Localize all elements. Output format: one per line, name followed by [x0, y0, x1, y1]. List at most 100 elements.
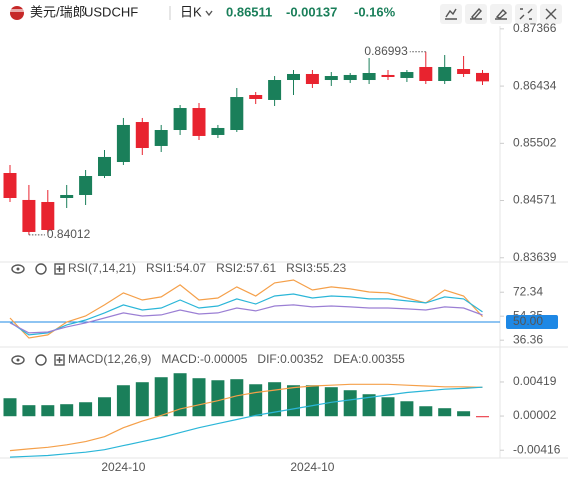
add-icon[interactable]: [54, 354, 65, 366]
macd-bar: [343, 390, 357, 417]
add-icon[interactable]: [54, 263, 65, 275]
tool-glyph: [470, 7, 482, 21]
add-icon-plus: [56, 357, 63, 363]
macd-line: [9, 383, 483, 452]
candle-body: [79, 176, 93, 195]
legend-entry: DEA:0.00355: [333, 352, 405, 366]
tool-glyph: [519, 8, 533, 20]
candle-body: [362, 73, 376, 81]
tool-glyph: [545, 8, 557, 20]
visibility-icon[interactable]: [11, 264, 25, 274]
visibility-icon-dot: [16, 358, 20, 362]
macd-bar: [287, 385, 300, 417]
macd-bar: [230, 379, 244, 417]
macd-bar: [192, 378, 206, 417]
settings-icon[interactable]: [35, 354, 47, 366]
macd-bar: [305, 385, 319, 417]
candle-body: [135, 122, 149, 149]
visibility-icon[interactable]: [11, 355, 25, 365]
macd-bar: [154, 377, 168, 417]
candle-body: [438, 66, 452, 81]
y-tick-label: 0.85502: [513, 136, 557, 150]
macd-bar: [22, 405, 36, 417]
reference-label-bg: [506, 315, 558, 329]
visibility-icon-dot: [16, 267, 20, 271]
legend-entry: RSI2:57.61: [216, 261, 276, 275]
rsi-line: [9, 304, 483, 334]
macd-bar: [381, 397, 395, 417]
candle-body: [116, 124, 130, 163]
extreme-label: 0.84012: [47, 227, 91, 241]
macd-bar: [173, 373, 187, 417]
add-icon-plus: [56, 266, 63, 272]
candle-body: [3, 173, 17, 198]
tool-button[interactable]: [465, 4, 487, 24]
candle-body: [457, 69, 471, 74]
extreme-label: 0.86993: [364, 44, 408, 58]
y-tick-label: -0.00416: [513, 442, 561, 456]
candle-body: [173, 108, 187, 131]
candle-body: [343, 74, 357, 81]
candle-body: [268, 80, 282, 100]
macd-bar: [3, 398, 17, 417]
flag-stripe: [10, 9, 24, 12]
tool-button[interactable]: [440, 4, 462, 24]
macd-bar: [60, 404, 74, 417]
reference-label: 50.00: [513, 314, 543, 328]
period-caret[interactable]: [205, 10, 213, 17]
candle-body: [476, 72, 489, 82]
macd-bar: [400, 401, 414, 417]
candle-body: [192, 108, 206, 136]
macd-bar: [476, 416, 489, 418]
candle-body: [60, 194, 74, 198]
macd-bar: [249, 384, 263, 417]
candle-body: [230, 97, 244, 131]
candle-body: [154, 130, 168, 146]
symbol: USDCHF: [84, 4, 138, 19]
candle-body: [249, 94, 263, 99]
legend-entry: MACD:-0.00005: [161, 352, 247, 366]
candle-body: [324, 76, 338, 81]
macd-bar: [457, 411, 471, 417]
candle-body: [41, 201, 55, 230]
y-tick-label: 36.36: [513, 332, 543, 346]
flag-icon: [10, 6, 24, 20]
price-change-percent: -0.16%: [354, 4, 396, 19]
macd-bar: [419, 406, 433, 417]
macd-bar: [362, 394, 376, 417]
panel-title: MACD(12,26,9): [68, 352, 151, 366]
macd-bar: [438, 408, 452, 417]
candle-body: [381, 74, 395, 77]
candle-body: [400, 72, 414, 78]
period-selector[interactable]: 日K: [180, 4, 202, 19]
macd-controls: [11, 354, 65, 366]
y-tick-label: 0.83639: [513, 250, 557, 264]
rsi-line: [9, 293, 483, 336]
rsi-controls: [11, 263, 65, 275]
x-tick-label: 2024-10: [101, 460, 145, 474]
candle-body: [419, 66, 433, 81]
x-tick-label: 2024-10: [290, 460, 334, 474]
tool-glyph: [495, 8, 508, 20]
candle-body: [287, 73, 300, 81]
legend-entry: RSI1:54.07: [146, 261, 206, 275]
candle-body: [211, 127, 225, 135]
price-change: -0.00137: [286, 4, 337, 19]
y-tick-label: 72.34: [513, 284, 543, 298]
legend-entry: DIF:0.00352: [257, 352, 323, 366]
macd-bar: [79, 402, 93, 417]
macd-bar: [135, 382, 149, 417]
macd-bar: [41, 405, 55, 417]
legend-entry: RSI3:55.23: [286, 261, 346, 275]
settings-icon[interactable]: [35, 263, 47, 275]
candle-body: [22, 199, 36, 232]
y-tick-label: 0.86434: [513, 78, 557, 92]
tool-glyph: [445, 8, 457, 20]
macd-bar: [116, 385, 130, 417]
y-tick-label: 0.00002: [513, 408, 557, 422]
candle-body: [305, 73, 319, 85]
tool-button[interactable]: [490, 4, 512, 24]
y-tick-label: 0.84571: [513, 193, 557, 207]
y-tick-label: 0.87366: [513, 21, 557, 35]
